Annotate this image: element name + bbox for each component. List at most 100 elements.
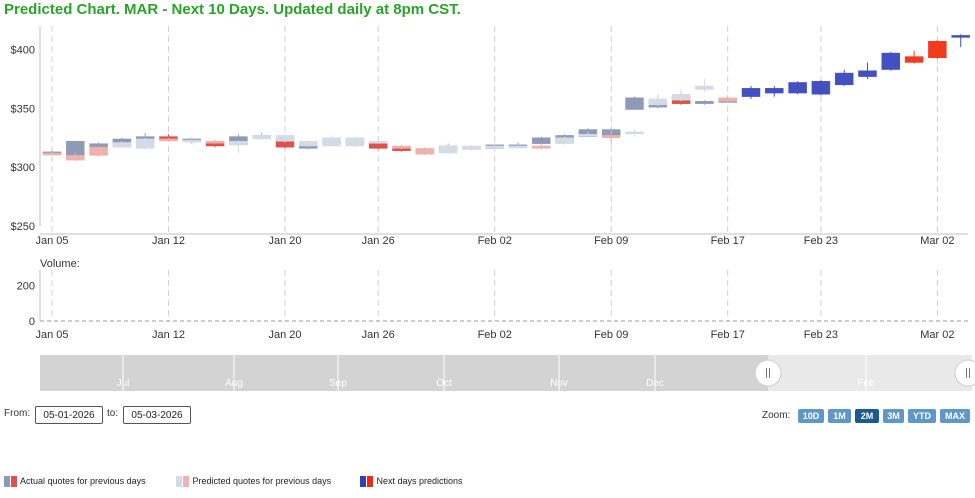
navigator-selection[interactable] bbox=[768, 355, 972, 391]
legend-actual-swatch-up bbox=[4, 476, 10, 488]
chart-title: Predicted Chart. MAR - Next 10 Days. Upd… bbox=[4, 1, 461, 18]
volume-y-tick-label: 200 bbox=[17, 281, 35, 293]
legend-actual-swatch-down bbox=[11, 476, 17, 488]
legend-next-swatch-down bbox=[367, 476, 373, 488]
axis-layer: $250 $300 $350 $400 Jan 05 Jan 05 Jan 12 Jan 12… bbox=[11, 26, 968, 341]
candle bbox=[66, 153, 85, 162]
x-tick-label: Jan 12 bbox=[152, 235, 185, 247]
candle bbox=[904, 50, 924, 64]
x-tick-label: Feb 17 bbox=[711, 235, 745, 247]
navigator-label: Dec bbox=[646, 378, 664, 389]
navigator-label: Sep bbox=[329, 378, 347, 389]
volume-x-tick-label: Feb 17 bbox=[711, 329, 745, 341]
candle-layer bbox=[42, 34, 970, 162]
range-from-input[interactable]: 05-01-2026 bbox=[35, 406, 103, 424]
zoom-3m-button[interactable]: 3M bbox=[883, 409, 904, 423]
navigator-label: Nov bbox=[550, 378, 568, 389]
legend-actual[interactable]: Actual quotes for previous days bbox=[4, 476, 146, 488]
volume-x-tick-label: Jan 12 bbox=[152, 329, 185, 341]
candle bbox=[112, 141, 132, 149]
candle bbox=[625, 96, 644, 110]
candle bbox=[532, 143, 551, 150]
candle bbox=[695, 100, 714, 105]
candle bbox=[345, 136, 365, 148]
candle bbox=[765, 86, 784, 97]
volume-x-tick-label: Mar 02 bbox=[920, 329, 954, 341]
x-tick-label: Feb 02 bbox=[478, 235, 512, 247]
candle bbox=[415, 147, 435, 156]
candle bbox=[159, 137, 178, 142]
candle bbox=[951, 34, 970, 48]
volume-x-tick-label: Feb 02 bbox=[478, 329, 512, 341]
zoom-max-button[interactable]: MAX bbox=[940, 409, 970, 423]
zoom-10d-button[interactable]: 10D bbox=[798, 409, 824, 423]
x-tick-label: Jan 05 bbox=[35, 235, 68, 247]
navigator-label: Jul bbox=[117, 378, 130, 389]
volume-label: Volume: bbox=[40, 258, 80, 270]
x-tick-label: Jan 26 bbox=[362, 235, 395, 247]
candle bbox=[229, 140, 248, 154]
volume-x-tick-label: Jan 26 bbox=[362, 329, 395, 341]
candle bbox=[182, 138, 202, 143]
candle bbox=[695, 78, 714, 92]
y-tick-label: $300 bbox=[11, 162, 35, 174]
series-2 bbox=[741, 34, 970, 99]
candle bbox=[322, 135, 341, 148]
series-1 bbox=[42, 78, 737, 162]
volume-x-tick-label: Jan 20 bbox=[268, 329, 301, 341]
candle bbox=[741, 86, 761, 99]
candle bbox=[671, 89, 691, 102]
zoom-2m-button[interactable]: 2M bbox=[855, 409, 879, 423]
range-from-label: From: bbox=[4, 408, 31, 419]
candle bbox=[928, 40, 947, 59]
volume-x-tick-label: Feb 23 bbox=[804, 329, 838, 341]
x-tick-label: Feb 09 bbox=[594, 235, 628, 247]
candle bbox=[601, 129, 621, 145]
zoom-1m-button[interactable]: 1M bbox=[828, 409, 851, 423]
navigator-right-handle[interactable] bbox=[954, 359, 975, 387]
candle bbox=[811, 80, 831, 96]
x-tick-label: Mar 02 bbox=[920, 235, 954, 247]
volume-x-tick-label: Jan 05 bbox=[35, 329, 68, 341]
candle bbox=[625, 129, 644, 137]
legend-predicted-swatch-down bbox=[183, 476, 189, 488]
volume-y-tick-label: 0 bbox=[29, 316, 35, 328]
candle bbox=[368, 140, 388, 144]
navigator-label: Oct bbox=[436, 378, 452, 389]
candle bbox=[299, 140, 318, 148]
legend-next-days[interactable]: Next days predictions bbox=[360, 476, 463, 488]
navigator-label: Feb bbox=[857, 378, 875, 389]
zoom-ytd-button[interactable]: YTD bbox=[908, 409, 936, 423]
candle bbox=[205, 140, 225, 144]
volume-layer: 0 200 bbox=[17, 270, 968, 328]
navigator[interactable]: Jul Aug Sep Oct Nov Dec Feb bbox=[40, 355, 975, 391]
candle bbox=[275, 134, 295, 143]
candle bbox=[578, 131, 598, 137]
candle bbox=[462, 144, 481, 151]
candle bbox=[881, 51, 901, 71]
candle bbox=[392, 144, 411, 150]
legend-next-swatch-up bbox=[360, 476, 366, 488]
candle bbox=[532, 136, 551, 144]
candle bbox=[89, 146, 108, 157]
candle bbox=[718, 95, 737, 103]
grid-layer bbox=[51, 26, 938, 321]
legend-predicted-label: Predicted quotes for previous days bbox=[192, 476, 332, 486]
legend-next-label: Next days predictions bbox=[376, 476, 463, 486]
legend-predicted[interactable]: Predicted quotes for previous days bbox=[176, 476, 332, 488]
candle bbox=[252, 134, 271, 141]
y-tick-label: $250 bbox=[11, 221, 35, 233]
navigator-left-handle[interactable] bbox=[754, 359, 782, 387]
candle bbox=[834, 69, 854, 86]
range-to-input[interactable]: 05-03-2026 bbox=[123, 406, 191, 424]
candle bbox=[42, 151, 62, 156]
legend-predicted-swatch-up bbox=[176, 476, 182, 488]
candle bbox=[788, 81, 807, 95]
y-tick-label: $350 bbox=[11, 103, 35, 115]
candle bbox=[555, 136, 574, 145]
candle bbox=[858, 62, 877, 79]
candle bbox=[485, 143, 504, 149]
x-tick-label: Feb 23 bbox=[804, 235, 838, 247]
candle bbox=[648, 94, 668, 106]
candle bbox=[508, 144, 528, 149]
